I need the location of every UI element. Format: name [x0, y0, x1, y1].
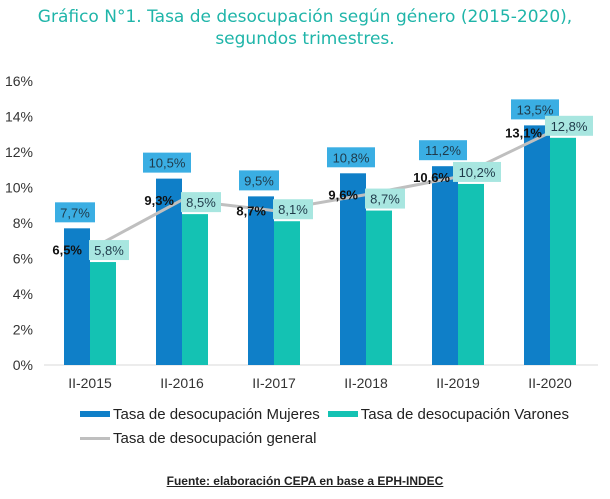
y-tick-label: 16%	[5, 73, 33, 89]
data-label-mujeres-bg	[55, 202, 95, 223]
data-label-mujeres-bg	[419, 140, 467, 161]
x-tick-label: II-2016	[160, 375, 204, 391]
data-label-mujeres: 10,5%	[149, 156, 186, 171]
y-tick-label: 4%	[13, 286, 33, 302]
bar-varones	[182, 214, 208, 365]
data-label-general: 6,5%	[52, 243, 82, 258]
chart-plot: 0% 2% 4% 6% 8% 10% 12% 14% 16% 7,7% 10,5% 9,5% 10,8…	[5, 73, 598, 391]
bar-mujeres	[64, 228, 90, 365]
data-label-mujeres-bg	[327, 147, 375, 168]
x-tick-label: II-2020	[528, 375, 572, 391]
y-tick-label: 8%	[13, 215, 33, 231]
data-label-mujeres-bg	[511, 99, 559, 120]
bar-varones	[550, 137, 576, 365]
y-tick-label: 6%	[13, 251, 33, 267]
x-axis: II-2015 II-2016 II-2017 II-2018 II-2019 II-20…	[68, 375, 572, 391]
legend-swatch-mujeres	[80, 411, 110, 417]
data-label-general: 13,1%	[505, 125, 542, 140]
chart-title-line-2: segundos trimestres.	[215, 29, 395, 49]
x-tick-label: II-2018	[344, 375, 388, 391]
legend-item-general: Tasa de desocupación general	[80, 430, 316, 447]
legend-item-varones: Tasa de desocupación Varones	[327, 405, 569, 423]
data-label-mujeres: 10,8%	[333, 150, 370, 165]
data-label-mujeres: 11,2%	[425, 143, 461, 158]
data-label-mujeres: 13,5%	[517, 102, 554, 117]
y-tick-label: 10%	[5, 180, 33, 196]
legend-swatch-general	[80, 436, 110, 440]
bars-group	[64, 125, 576, 365]
data-label-varones-bg	[89, 240, 129, 261]
y-tick-label: 14%	[5, 109, 33, 125]
legend-swatch-varones	[327, 411, 358, 417]
legend-label-general: Tasa de desocupación general	[113, 429, 317, 447]
data-label-varones: 8,1%	[278, 202, 308, 217]
source-note: Fuente: elaboración CEPA en base a EPH-I…	[166, 474, 444, 488]
data-label-varones-bg	[545, 115, 593, 136]
data-label-varones: 10,2%	[459, 165, 496, 180]
bar-varones	[458, 183, 484, 365]
data-label-general: 8,7%	[236, 204, 266, 219]
chart-title-line-1: Gráfico N°1. Tasa de desocupación según …	[37, 7, 573, 27]
data-label-varones: 8,5%	[186, 195, 216, 210]
data-labels-group: 7,7% 10,5% 9,5% 10,8% 11,2% 13,5% 5,8% 8,5% 8,1%…	[52, 99, 593, 261]
data-label-varones: 8,7%	[370, 192, 400, 207]
legend-item-mujeres: Tasa de desocupación Mujeres	[80, 406, 320, 423]
legend-label-mujeres: Tasa de desocupación Mujeres	[113, 405, 320, 423]
data-label-mujeres-bg	[239, 170, 279, 191]
y-tick-label: 12%	[5, 144, 33, 160]
data-label-general: 10,6%	[413, 170, 450, 185]
y-tick-label: 0%	[13, 357, 33, 373]
y-axis: 0% 2% 4% 6% 8% 10% 12% 14% 16%	[5, 73, 33, 373]
x-tick-label: II-2017	[252, 375, 296, 391]
data-label-varones: 12,8%	[551, 119, 588, 134]
chart-title: Gráfico N°1. Tasa de desocupación según …	[0, 6, 610, 50]
data-label-varones-bg	[181, 192, 221, 213]
bar-mujeres	[248, 196, 274, 365]
data-label-general: 9,6%	[328, 188, 358, 203]
bar-varones	[274, 221, 300, 365]
y-tick-label: 2%	[13, 322, 33, 338]
data-label-varones-bg	[273, 199, 313, 220]
bar-mujeres	[432, 166, 458, 365]
bar-mujeres	[156, 178, 182, 365]
data-label-mujeres: 7,7%	[60, 205, 90, 220]
x-tick-label: II-2015	[68, 375, 112, 391]
data-label-general: 9,3%	[144, 193, 174, 208]
x-tick-label: II-2019	[436, 375, 480, 391]
data-label-varones: 5,8%	[94, 243, 124, 258]
legend-label-varones: Tasa de desocupación Varones	[360, 405, 569, 423]
legend: Tasa de desocupación Mujeres Tasa de des…	[80, 402, 577, 450]
data-label-varones-bg	[453, 161, 501, 182]
bar-mujeres	[340, 173, 366, 365]
data-label-mujeres: 9,5%	[244, 173, 274, 188]
data-label-varones-bg	[365, 188, 405, 209]
data-label-mujeres-bg	[143, 152, 191, 173]
bar-varones	[90, 262, 116, 365]
bar-varones	[366, 210, 392, 365]
bar-mujeres	[524, 125, 550, 365]
